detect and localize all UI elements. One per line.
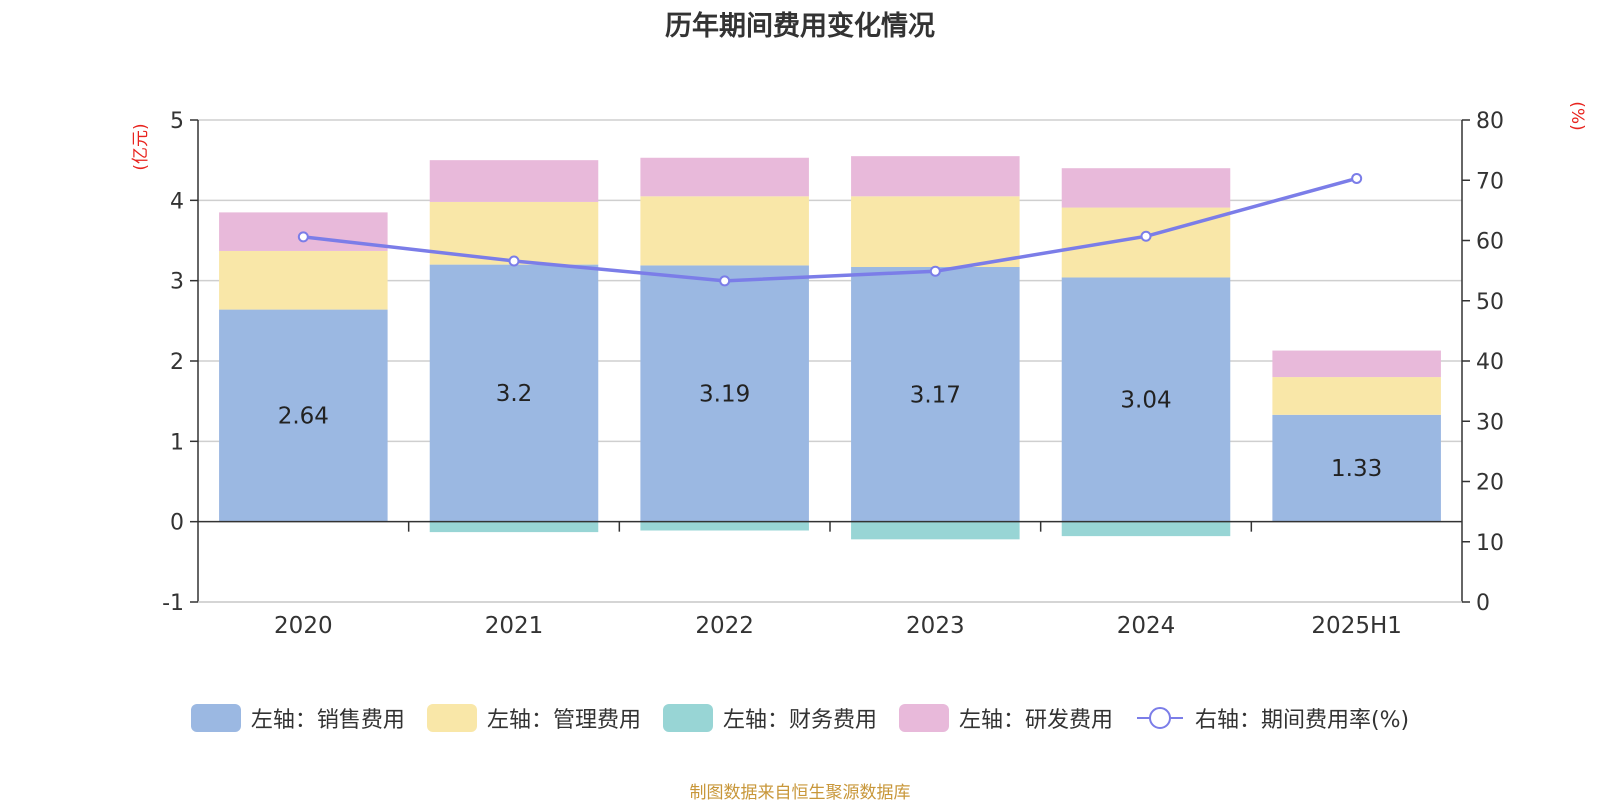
x-tick-label: 2020 [274,613,333,639]
expense-ratio-point [297,231,309,243]
x-tick-label: 2023 [906,613,965,639]
left-tick-label: 4 [170,189,184,214]
right-axis-unit-label: (%) [1567,101,1587,130]
legend-item-expense-ratio[interactable]: 右轴：期间费用率(%) [1135,702,1409,734]
legend-swatch-rnd [898,704,949,732]
bar-data-label: 1.33 [1331,456,1382,482]
expense-ratio-point [929,265,941,277]
expense-ratio-point [1140,230,1152,242]
bar-sales [1272,414,1441,522]
bar-admin [1061,207,1231,278]
left-tick-label: 5 [170,109,184,134]
source-note: 制图数据来自恒生聚源数据库 [689,783,911,803]
expense-ratio-point [508,255,520,267]
chart-legend: 左轴：销售费用 左轴：管理费用 左轴：财务费用 左轴：研发费用 右轴：期间费用率… [0,702,1600,734]
legend-swatch-finance [662,704,713,732]
expense-ratio-line [303,176,1358,283]
bar-sales [851,267,1020,522]
legend-item-admin[interactable]: 左轴：管理费用 [426,702,641,734]
right-tick-label: 50 [1476,290,1504,315]
left-tick-label: -1 [162,591,184,616]
legend-line-marker-icon [1136,707,1183,729]
legend-label-expense-ratio: 右轴：期间费用率(%) [1194,708,1410,733]
bar-rnd [640,157,809,197]
legend-label-rnd: 左轴：研发费用 [958,708,1113,733]
x-tick-label: 2022 [695,613,754,639]
bar-finance [1061,521,1231,537]
bar-admin [1272,377,1441,415]
x-tick-label: 2024 [1117,613,1176,639]
right-tick-label: 60 [1476,230,1504,255]
right-tick-label: 80 [1476,109,1504,134]
chart-canvas: 2.643.2 3.19 3.17 3.041.33-1012345010203040… [131,101,1587,639]
left-tick-label: 1 [170,430,184,455]
right-tick-label: 0 [1476,591,1490,616]
legend-swatch-admin [426,704,477,732]
bar-rnd [851,156,1020,197]
expense-ratio-point [719,275,731,287]
bar-finance [429,521,599,533]
left-tick-label: 3 [170,270,184,295]
legend-swatch-sales [190,704,241,732]
bar-sales [640,265,809,522]
bar-finance [640,521,809,531]
legend-label-finance: 左轴：财务费用 [722,708,877,733]
bar-admin [219,250,388,310]
bar-data-label: 3.19 [699,382,750,408]
right-tick-label: 70 [1476,169,1504,194]
bar-sales [219,309,388,522]
left-tick-label: 0 [170,511,184,536]
bar-admin [640,196,809,266]
bar-sales [1061,277,1231,522]
bar-data-label: 3.17 [910,382,961,408]
bar-data-label: 2.64 [278,404,329,430]
chart-title: 历年期间费用变化情况 [665,11,935,42]
legend-item-finance[interactable]: 左轴：财务费用 [662,702,877,734]
legend-label-sales: 左轴：销售费用 [250,708,405,733]
right-tick-label: 10 [1476,531,1504,556]
bar-data-label: 3.2 [496,381,533,407]
legend-label-admin: 左轴：管理费用 [486,708,641,733]
right-tick-label: 20 [1476,471,1504,496]
expense-ratio-point [1351,172,1363,184]
x-tick-label: 2025H1 [1311,613,1401,639]
left-axis-unit-label: (亿元) [131,123,151,170]
bar-rnd [1061,168,1231,208]
left-tick-label: 2 [170,350,184,375]
bar-rnd [1272,350,1441,378]
right-tick-label: 30 [1476,410,1504,435]
x-tick-label: 2021 [485,613,544,639]
bar-data-label: 3.04 [1120,388,1171,414]
bar-finance [851,521,1020,540]
right-tick-label: 40 [1476,350,1504,375]
legend-item-sales[interactable]: 左轴：销售费用 [190,702,405,734]
bar-rnd [429,160,599,202]
bar-sales [429,264,599,522]
legend-item-rnd[interactable]: 左轴：研发费用 [898,702,1113,734]
bar-admin [851,196,1020,268]
